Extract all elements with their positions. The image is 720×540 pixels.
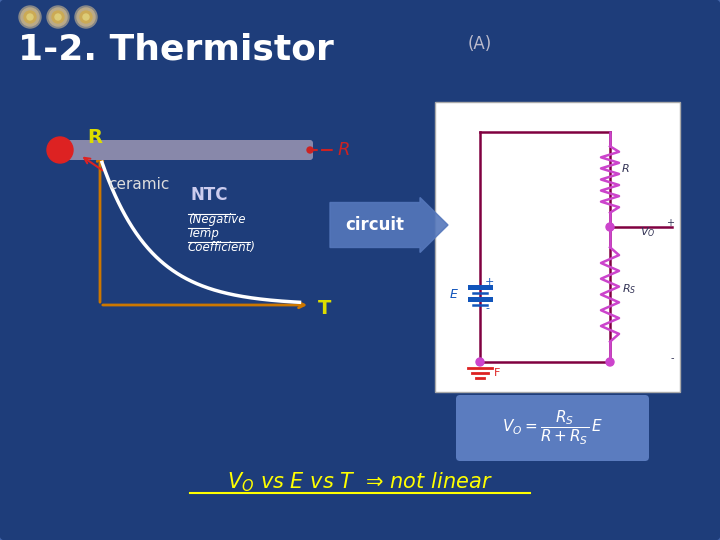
- Text: +: +: [485, 277, 495, 287]
- Text: circuit: circuit: [346, 216, 405, 234]
- Text: -: -: [670, 353, 674, 363]
- Text: NTC: NTC: [190, 186, 228, 204]
- Text: Temp: Temp: [188, 227, 220, 240]
- Circle shape: [606, 358, 614, 366]
- FancyArrow shape: [330, 198, 448, 253]
- Circle shape: [83, 14, 89, 20]
- Text: (A): (A): [468, 35, 492, 53]
- Text: +: +: [666, 218, 674, 228]
- Text: R: R: [338, 141, 351, 159]
- Text: 1-2. Thermistor: 1-2. Thermistor: [18, 32, 334, 66]
- Text: F: F: [494, 368, 500, 378]
- Circle shape: [77, 8, 95, 26]
- Circle shape: [19, 6, 41, 28]
- Circle shape: [52, 11, 64, 23]
- Circle shape: [49, 8, 67, 26]
- Circle shape: [21, 8, 39, 26]
- Text: (Negative: (Negative: [188, 213, 246, 226]
- Text: R: R: [622, 165, 630, 174]
- Text: $V_O = \dfrac{R_S}{R+R_S}\,E$: $V_O = \dfrac{R_S}{R+R_S}\,E$: [502, 409, 603, 447]
- Circle shape: [476, 358, 484, 366]
- Text: E: E: [450, 288, 458, 301]
- Text: R: R: [88, 128, 102, 147]
- Circle shape: [47, 6, 69, 28]
- Text: $V_O$ vs $E$ vs $T$  ⇒ not linear: $V_O$ vs $E$ vs $T$ ⇒ not linear: [228, 470, 492, 494]
- Text: -: -: [485, 303, 489, 313]
- Circle shape: [27, 14, 33, 20]
- Circle shape: [307, 147, 313, 153]
- Circle shape: [606, 223, 614, 231]
- FancyBboxPatch shape: [59, 140, 313, 160]
- Circle shape: [75, 6, 97, 28]
- Text: $R_S$: $R_S$: [622, 282, 636, 296]
- FancyBboxPatch shape: [456, 395, 649, 461]
- FancyBboxPatch shape: [435, 102, 680, 392]
- Circle shape: [80, 11, 92, 23]
- Text: T: T: [318, 299, 331, 318]
- Text: ceramic: ceramic: [108, 177, 169, 192]
- Circle shape: [24, 11, 36, 23]
- Circle shape: [55, 14, 61, 20]
- Text: $V_O$: $V_O$: [640, 225, 655, 239]
- Text: Coefficient): Coefficient): [188, 241, 256, 254]
- Circle shape: [47, 137, 73, 163]
